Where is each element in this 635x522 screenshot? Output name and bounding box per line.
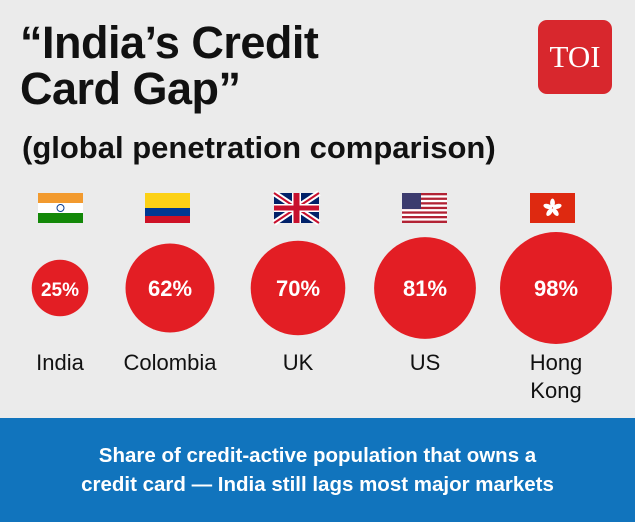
country-label-colombia: Colombia <box>124 350 218 375</box>
value-label-uk: 70% <box>276 276 320 301</box>
country-label-india: India <box>36 350 84 375</box>
bubble-hong-kong <box>500 232 612 344</box>
page-title: “India’s Credit Card Gap” <box>20 17 319 114</box>
value-label-colombia: 62% <box>148 276 192 301</box>
hong-kong-flag <box>530 193 575 223</box>
bubble-us <box>374 237 476 339</box>
uk-flag <box>272 190 321 226</box>
value-label-india: 25% <box>41 280 79 301</box>
value-label-us: 81% <box>403 276 447 301</box>
india-flag <box>38 193 83 223</box>
country-label-us: US <box>410 350 441 375</box>
bubble-chart: 25% India 62% Colombia 70% UK 81% US 98% Hong Kong <box>31 190 612 403</box>
caption-line-1: Share of credit-active population that o… <box>98 444 537 467</box>
toi-logo: TOI <box>538 20 612 94</box>
caption-line-2: credit card — India still lags most majo… <box>81 473 554 496</box>
colombia-flag <box>145 193 190 223</box>
country-label-hong-kong: Hong Kong <box>530 350 583 403</box>
bubble-india <box>31 259 89 317</box>
country-label-uk: UK <box>283 350 314 375</box>
logo-text: TOI <box>549 39 601 74</box>
caption-banner: Share of credit-active population that o… <box>0 418 635 522</box>
bubble-colombia <box>125 243 215 333</box>
bubble-uk <box>250 240 346 336</box>
title-line-2: Card Gap” <box>20 63 241 114</box>
value-label-hong-kong: 98% <box>534 276 578 301</box>
title-line-1: “India’s Credit <box>20 17 319 68</box>
page-subtitle: (global penetration comparison) <box>22 130 496 165</box>
caption-text: Share of credit-active population that o… <box>18 441 618 499</box>
us-flag <box>402 193 447 223</box>
